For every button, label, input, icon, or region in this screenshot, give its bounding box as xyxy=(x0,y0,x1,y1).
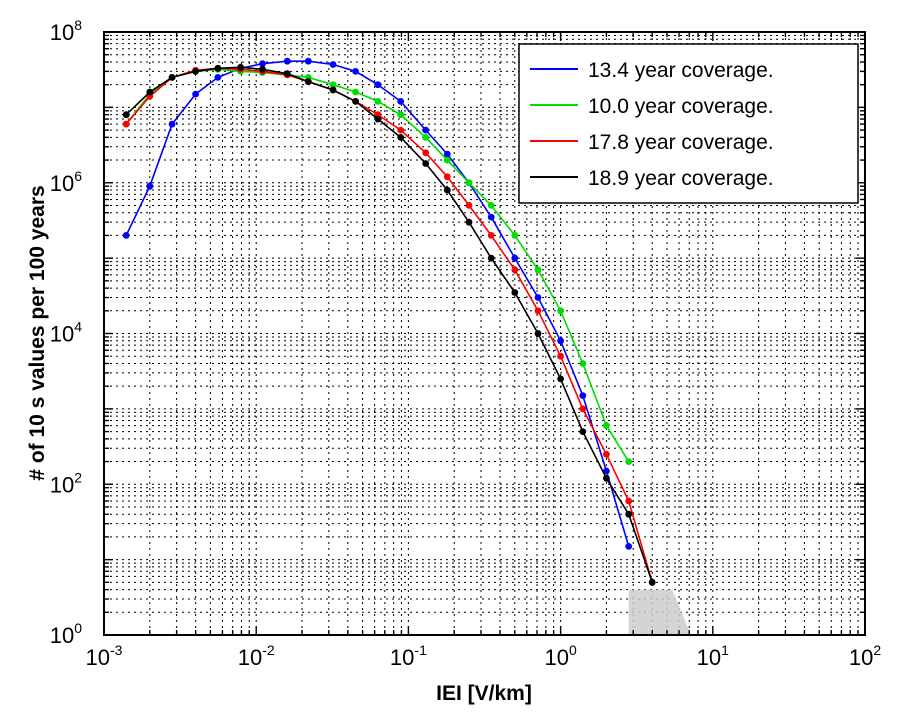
data-point xyxy=(329,61,337,68)
shaded-region xyxy=(628,589,692,635)
series-line-3 xyxy=(125,66,653,583)
data-point xyxy=(259,65,266,73)
x-tick-label: 10-3 xyxy=(86,642,123,670)
data-point xyxy=(352,98,359,105)
y-axis-title: # of 10 s values per 100 years xyxy=(26,185,49,480)
data-point xyxy=(603,450,610,458)
series-3 xyxy=(122,63,656,586)
data-point xyxy=(465,202,473,209)
data-point xyxy=(487,254,495,262)
x-tick-label: 10-1 xyxy=(390,642,427,670)
data-point xyxy=(603,467,610,475)
data-point xyxy=(168,120,176,128)
data-point xyxy=(352,88,359,96)
data-point xyxy=(214,64,222,72)
series-0 xyxy=(122,57,633,550)
ticks xyxy=(103,31,866,636)
data-point xyxy=(487,213,495,221)
data-point xyxy=(443,150,451,158)
data-point xyxy=(283,57,291,65)
data-point xyxy=(511,289,519,296)
data-point xyxy=(465,218,473,226)
data-point xyxy=(557,307,564,315)
data-point xyxy=(214,74,222,81)
data-point xyxy=(122,111,130,119)
data-point xyxy=(397,134,405,141)
x-tick-labels: 10-3 10-2 10-1 100 101 102 xyxy=(86,642,882,670)
data-point xyxy=(304,78,312,85)
data-point xyxy=(511,254,519,262)
data-point xyxy=(374,115,382,123)
data-point xyxy=(422,134,430,141)
data-point xyxy=(534,294,542,301)
data-point xyxy=(557,352,564,360)
data-point xyxy=(534,307,542,315)
data-point xyxy=(625,543,633,550)
x-tick-label: 101 xyxy=(697,642,729,670)
data-point xyxy=(625,458,633,465)
data-point xyxy=(259,60,266,68)
data-point xyxy=(579,360,587,367)
data-point xyxy=(511,266,519,274)
data-point xyxy=(146,182,154,190)
legend: 13.4 year coverage. 10.0 year coverage. … xyxy=(518,43,859,204)
data-point xyxy=(329,81,337,89)
data-point xyxy=(192,90,200,98)
data-point xyxy=(443,186,451,194)
data-point xyxy=(625,510,633,518)
data-point xyxy=(648,578,656,586)
data-point xyxy=(397,98,405,105)
data-point xyxy=(422,149,430,157)
data-point xyxy=(534,330,542,337)
data-point xyxy=(487,202,495,209)
legend-label-0: 13.4 year coverage. xyxy=(588,59,774,82)
data-point xyxy=(352,68,359,75)
data-point xyxy=(122,232,130,239)
data-point xyxy=(557,337,564,345)
data-point xyxy=(122,120,130,128)
x-axis-title: IEI [V/km] xyxy=(436,682,532,705)
data-point xyxy=(283,70,291,78)
data-point xyxy=(422,160,430,167)
legend-label-3: 18.9 year coverage. xyxy=(588,167,774,190)
data-point xyxy=(603,422,610,429)
data-point xyxy=(374,81,382,89)
data-point xyxy=(397,111,405,119)
data-point xyxy=(443,156,451,164)
legend-label-2: 17.8 year coverage. xyxy=(588,131,774,154)
data-point xyxy=(397,126,405,134)
data-point xyxy=(511,232,519,239)
data-point xyxy=(465,179,473,187)
data-point xyxy=(237,63,245,71)
data-point xyxy=(443,173,451,181)
data-point xyxy=(487,232,495,239)
data-point xyxy=(192,68,200,75)
data-point xyxy=(579,405,587,413)
data-point xyxy=(557,375,564,383)
data-point xyxy=(579,428,587,435)
data-point xyxy=(146,88,154,96)
series-layer xyxy=(122,57,656,586)
data-point xyxy=(603,474,610,482)
data-point xyxy=(422,126,430,134)
data-point xyxy=(168,74,176,81)
data-point xyxy=(304,57,312,65)
data-point xyxy=(534,266,542,274)
data-point xyxy=(374,98,382,105)
legend-label-1: 10.0 year coverage. xyxy=(588,95,774,118)
data-point xyxy=(625,497,633,505)
data-point xyxy=(579,392,587,399)
data-point xyxy=(329,86,337,94)
